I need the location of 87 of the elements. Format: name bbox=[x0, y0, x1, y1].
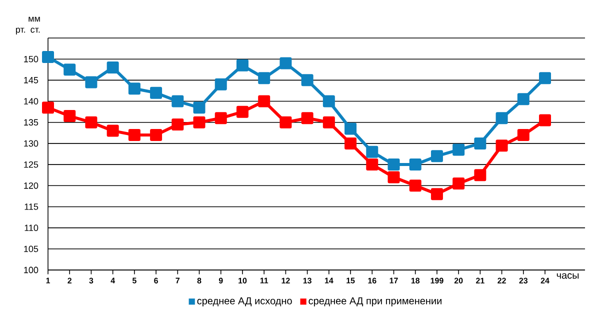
point bbox=[280, 116, 292, 128]
y-tick-label: 130 bbox=[24, 140, 38, 147]
y-tick-label: 110 bbox=[24, 224, 38, 232]
point bbox=[539, 72, 552, 84]
y-tick-label: 120 bbox=[24, 182, 38, 189]
point bbox=[474, 169, 486, 182]
x-tick-label: 16 bbox=[368, 278, 376, 284]
point bbox=[474, 137, 486, 150]
point bbox=[322, 116, 335, 128]
point bbox=[42, 102, 54, 114]
point bbox=[366, 146, 378, 158]
y-tick-label: 115 bbox=[24, 204, 38, 210]
point bbox=[496, 112, 508, 124]
point bbox=[496, 140, 508, 152]
y-tick-label: 100 bbox=[24, 266, 38, 274]
x-tick-label: 11 bbox=[260, 278, 268, 284]
x-tick-label: 199 bbox=[430, 278, 444, 284]
x-tick-label: 7 bbox=[176, 278, 180, 284]
y-tick-label: 150 bbox=[24, 56, 38, 62]
point bbox=[409, 180, 422, 192]
point bbox=[193, 116, 206, 128]
x-tick-label: 15 bbox=[346, 278, 355, 284]
point bbox=[388, 171, 400, 184]
point bbox=[452, 144, 465, 156]
x-tick-label: 24 bbox=[540, 278, 550, 284]
point bbox=[517, 93, 530, 106]
point bbox=[344, 122, 357, 135]
point bbox=[85, 116, 98, 128]
x-tick-label: 12 bbox=[282, 278, 290, 284]
point bbox=[236, 106, 248, 118]
point bbox=[280, 57, 292, 70]
x-tick-label: 8 bbox=[197, 278, 202, 284]
x-tick-label: 2 bbox=[68, 278, 72, 284]
y-axis-title: мм рт. ст. bbox=[16, 16, 40, 34]
point bbox=[150, 86, 162, 99]
x-tick-label: 10 bbox=[238, 278, 247, 284]
point bbox=[85, 76, 98, 88]
x-tick-label: 20 bbox=[454, 278, 463, 284]
y-tick-label: 135 bbox=[24, 119, 38, 126]
point bbox=[214, 78, 227, 90]
point bbox=[388, 158, 400, 171]
x-tick-label: 4 bbox=[110, 278, 116, 284]
x-tick-label: 14 bbox=[324, 278, 334, 284]
point bbox=[150, 129, 162, 142]
x-tick-label: 1 bbox=[46, 278, 50, 284]
point bbox=[42, 50, 54, 63]
y-tick-label: 145 bbox=[24, 77, 38, 84]
point bbox=[64, 64, 76, 76]
legend-label: среднее АД при применении bbox=[308, 297, 442, 306]
x-tick-label: 21 bbox=[476, 278, 484, 284]
point bbox=[172, 95, 184, 108]
x-tick-label: 23 bbox=[519, 278, 528, 284]
point bbox=[409, 158, 422, 171]
y-tick-label: 105 bbox=[24, 246, 38, 252]
x-tick-label: 13 bbox=[303, 278, 312, 284]
point bbox=[172, 118, 184, 130]
point bbox=[301, 112, 314, 124]
point bbox=[366, 158, 378, 171]
legend-label: среднее АД исходно bbox=[197, 297, 292, 306]
point bbox=[517, 129, 530, 142]
point bbox=[193, 102, 206, 114]
y-tick-label: 140 bbox=[24, 98, 38, 104]
point bbox=[258, 72, 270, 84]
point bbox=[322, 95, 335, 108]
point bbox=[344, 137, 357, 150]
point bbox=[128, 129, 140, 142]
y-tick-label: 125 bbox=[24, 161, 38, 168]
x-tick-label: 6 bbox=[154, 278, 158, 284]
point bbox=[106, 62, 119, 74]
point bbox=[64, 110, 76, 122]
point bbox=[539, 114, 552, 126]
point bbox=[430, 150, 443, 162]
point bbox=[214, 112, 227, 124]
x-tick-label: 22 bbox=[498, 278, 506, 284]
point bbox=[452, 178, 465, 190]
point bbox=[106, 124, 119, 137]
x-tick-label: 9 bbox=[218, 278, 223, 284]
point bbox=[258, 95, 270, 108]
x-axis-title: часы bbox=[556, 273, 579, 279]
x-tick-label: 5 bbox=[132, 278, 136, 284]
point bbox=[236, 59, 248, 72]
point bbox=[301, 74, 314, 86]
x-tick-label: 3 bbox=[89, 278, 94, 284]
x-tick-label: 17 bbox=[390, 278, 398, 284]
x-tick-label: 18 bbox=[411, 278, 420, 284]
point bbox=[128, 82, 140, 95]
point bbox=[430, 188, 443, 200]
